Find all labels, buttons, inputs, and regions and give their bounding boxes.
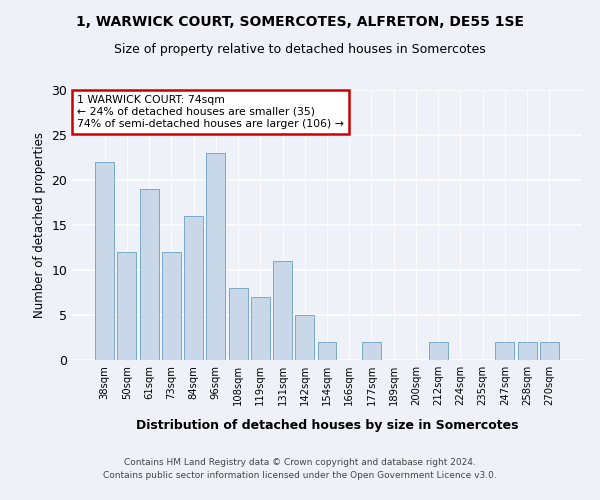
Text: Size of property relative to detached houses in Somercotes: Size of property relative to detached ho… <box>114 42 486 56</box>
Bar <box>118 252 136 360</box>
Bar <box>162 252 181 360</box>
Bar <box>317 342 337 360</box>
Bar <box>362 342 381 360</box>
Bar <box>184 216 203 360</box>
Bar <box>273 261 292 360</box>
Text: 1, WARWICK COURT, SOMERCOTES, ALFRETON, DE55 1SE: 1, WARWICK COURT, SOMERCOTES, ALFRETON, … <box>76 15 524 29</box>
Bar <box>95 162 114 360</box>
Bar <box>251 297 270 360</box>
Bar <box>496 342 514 360</box>
Bar <box>206 153 225 360</box>
Bar <box>429 342 448 360</box>
Text: Contains HM Land Registry data © Crown copyright and database right 2024.
Contai: Contains HM Land Registry data © Crown c… <box>103 458 497 480</box>
Text: 1 WARWICK COURT: 74sqm
← 24% of detached houses are smaller (35)
74% of semi-det: 1 WARWICK COURT: 74sqm ← 24% of detached… <box>77 96 344 128</box>
Y-axis label: Number of detached properties: Number of detached properties <box>33 132 46 318</box>
X-axis label: Distribution of detached houses by size in Somercotes: Distribution of detached houses by size … <box>136 419 518 432</box>
Bar <box>518 342 536 360</box>
Bar <box>229 288 248 360</box>
Bar <box>540 342 559 360</box>
Bar <box>295 315 314 360</box>
Bar <box>140 189 158 360</box>
